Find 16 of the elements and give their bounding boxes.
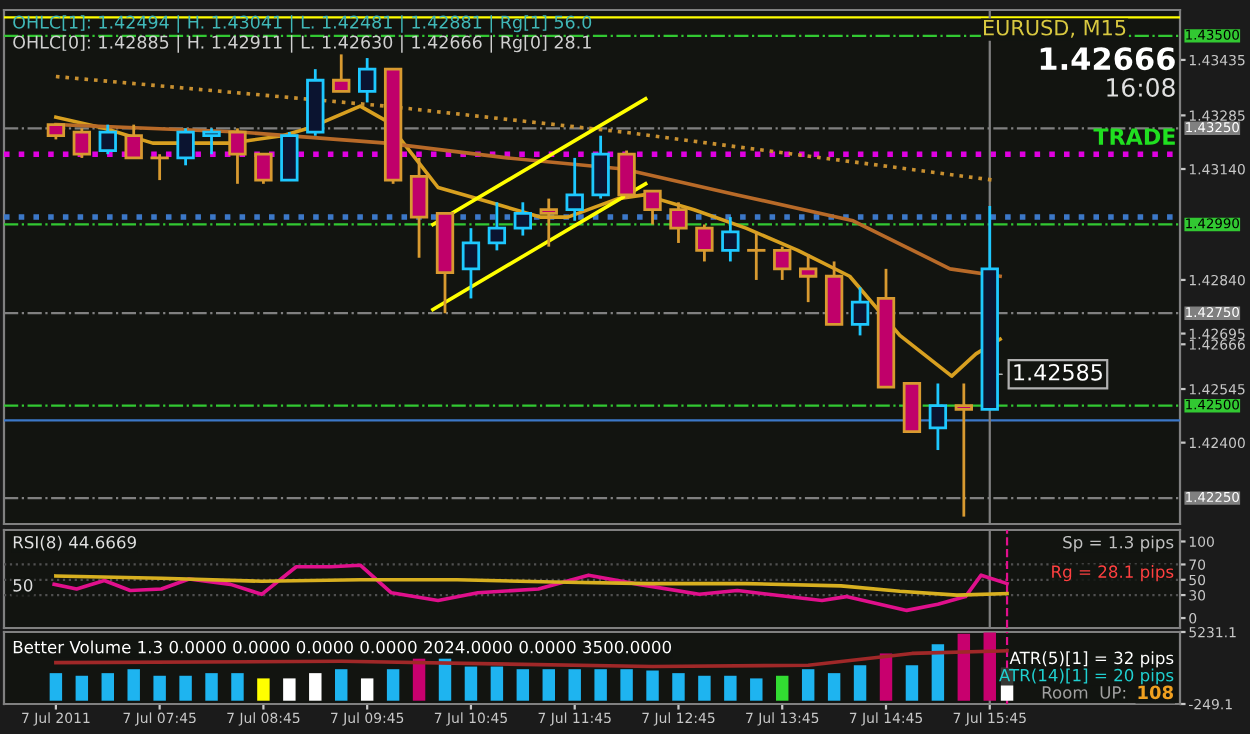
chart-title: EURUSD, M15 [983, 19, 1126, 38]
annotation: 108 [1138, 685, 1173, 700]
annotation: 1.42585 [1014, 363, 1102, 381]
annotation: OHLC[1]: 1.42494 | H. 1.43041 | L. 1.42481 | 1.42881 | Rg[1] 56.0 [13, 15, 592, 33]
annotation: Rg = 28.1 pips [1052, 565, 1174, 582]
annotation: 16:08 [1107, 78, 1175, 97]
annotation: 50 [13, 579, 33, 592]
annotation: Better Volume 1.3 0.0000 0.0000 0.0000 0.0000 2024.0000 0.0000 3500.0000 [13, 640, 672, 654]
annotation: Sp = 1.3 pips [1063, 535, 1174, 552]
annotation: Room UP: [1042, 686, 1126, 699]
annotation: OHLC[0]: 1.42885 | H. 1.42911 | L. 1.42630 | 1.42666 | Rg[0] 28.1 [13, 35, 591, 53]
annotation: RSI(8) 44.6669 [13, 535, 136, 551]
annotation: ATR(14)[1] = 20 pips [999, 668, 1174, 685]
annotation: ATR(5)[1] = 32 pips [1009, 651, 1174, 668]
annotation: 1.42666 [1040, 47, 1175, 71]
annotation: TRADE [1093, 128, 1175, 145]
